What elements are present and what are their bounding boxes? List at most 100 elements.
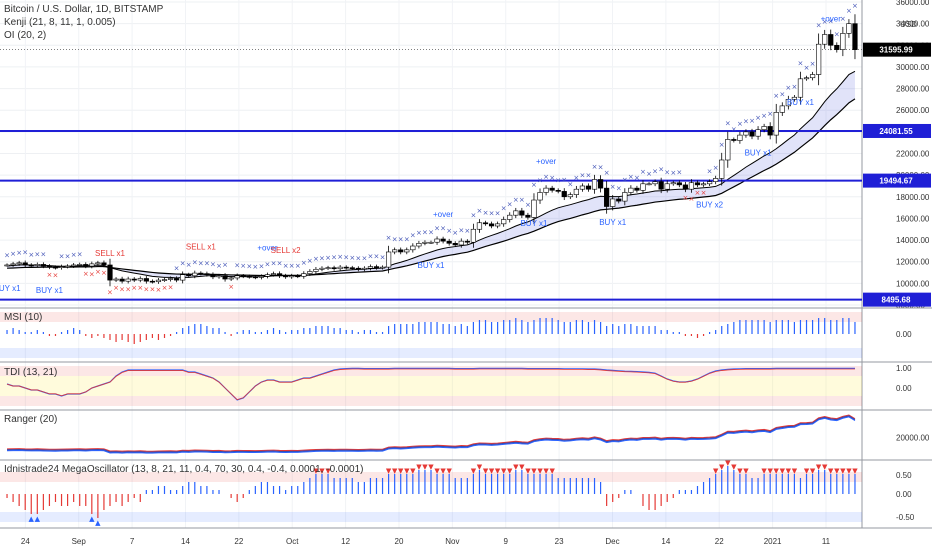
candle-body	[785, 99, 791, 107]
signal-cross-marker: ×	[374, 253, 380, 261]
pane-label-tdi: TDI (13, 21)	[4, 367, 58, 378]
candle-body	[10, 263, 16, 266]
x-tick-label: 2021	[764, 537, 782, 546]
ranger-upper-line	[7, 414, 856, 452]
signal-cross-marker: ×	[773, 92, 779, 100]
signal-cross-marker: ×	[367, 252, 373, 260]
legend-kenji: Kenji (21, 8, 11, 1, 0.005)	[4, 17, 116, 28]
signal-cross-marker: ×	[561, 176, 567, 184]
candle-body	[113, 278, 119, 281]
mega-sell-arrow: ▼	[816, 463, 822, 471]
mega-sell-arrow: ▼	[313, 467, 319, 475]
candle-body	[676, 182, 682, 186]
signal-cross-marker: ×	[77, 251, 83, 259]
candle-body	[283, 275, 289, 278]
candle-body	[476, 222, 483, 230]
signal-cross-marker: ×	[489, 210, 495, 218]
mega-sell-arrow: ▼	[434, 467, 440, 475]
signal-cross-marker: ×	[428, 229, 434, 237]
signal-label: BUY x1	[599, 218, 627, 227]
candle-body	[325, 267, 331, 269]
candle-body	[585, 185, 592, 190]
y-tick-label: 36000.00	[896, 0, 930, 7]
signal-cross-marker: ×	[119, 285, 125, 293]
signal-cross-marker: ×	[640, 168, 646, 176]
y-tick-label: 12000.00	[896, 258, 930, 267]
signal-cross-marker: ×	[610, 183, 616, 191]
candle-body	[422, 241, 428, 244]
signal-cross-marker: ×	[592, 163, 598, 171]
x-tick-label: 22	[234, 537, 243, 546]
signal-cross-marker: ×	[283, 262, 289, 270]
signal-cross-marker: ×	[483, 209, 489, 217]
price-tag-label: 8495.68	[882, 296, 911, 305]
candle-body	[591, 179, 598, 190]
x-tick-label: Sep	[72, 537, 87, 546]
signal-cross-marker: ×	[319, 254, 325, 262]
signal-cross-marker: ×	[277, 259, 283, 267]
candle-body	[410, 245, 416, 251]
candle-body	[137, 278, 143, 281]
signal-cross-marker: ×	[501, 205, 507, 213]
signal-cross-marker: ×	[616, 185, 622, 193]
signal-label: SELL x2	[271, 246, 301, 255]
candle-body	[174, 278, 180, 281]
mega-sell-arrow: ▼	[537, 467, 543, 475]
mega-sell-arrow: ▼	[792, 467, 798, 475]
signal-cross-marker: ×	[598, 163, 604, 171]
candle-body	[622, 192, 628, 202]
x-tick-label: 11	[822, 537, 831, 546]
candle-body	[46, 265, 53, 268]
mega-sell-arrow: ▼	[416, 463, 422, 471]
signal-label: +over	[257, 244, 278, 253]
candle-body	[379, 266, 386, 269]
mega-sell-arrow: ▼	[471, 467, 477, 475]
signal-cross-marker: ×	[59, 253, 65, 261]
signal-cross-marker: ×	[622, 176, 628, 184]
signal-cross-marker: ×	[392, 236, 398, 244]
signal-cross-marker: ×	[804, 64, 810, 72]
ranger-axis-label: 20000.00	[896, 433, 930, 442]
signal-cross-marker: ×	[543, 173, 549, 181]
candle-body	[331, 267, 337, 270]
mega-sell-arrow: ▼	[446, 467, 452, 475]
signal-cross-marker: ×	[125, 285, 131, 293]
signal-label: SELL x1	[95, 249, 125, 258]
ma-fast-line	[6, 70, 856, 279]
signal-cross-marker: ×	[131, 284, 137, 292]
ma-band	[7, 71, 855, 278]
candle-body	[797, 78, 804, 98]
signal-cross-marker: ×	[525, 201, 531, 209]
signal-cross-marker: ×	[652, 167, 658, 175]
signal-cross-marker: ×	[452, 229, 458, 237]
candle-body	[791, 96, 798, 100]
mega-sell-arrow: ▼	[513, 463, 519, 471]
mega-sell-arrow: ▼	[852, 467, 858, 475]
candle-body	[22, 262, 28, 266]
candle-body	[28, 264, 34, 267]
candle-body	[319, 267, 325, 270]
x-tick-label: 14	[661, 537, 670, 546]
signal-cross-marker: ×	[446, 227, 452, 235]
candle-body	[428, 241, 434, 244]
candle-body	[204, 273, 210, 276]
candle-body	[846, 23, 852, 34]
currency-label: USD	[900, 20, 917, 29]
signal-label: SELL x1	[186, 243, 216, 252]
signal-label: BUY x1	[36, 286, 64, 295]
signal-cross-marker: ×	[682, 194, 688, 202]
candle-body	[222, 275, 228, 280]
signal-cross-marker: ×	[549, 174, 555, 182]
x-tick-label: 22	[715, 537, 724, 546]
candle-body	[634, 187, 640, 191]
candle-body	[628, 187, 634, 193]
candle-body	[507, 214, 513, 220]
mega-axis-label: 0.00	[896, 490, 912, 499]
signal-cross-marker: ×	[416, 229, 422, 237]
mega-sell-arrow: ▼	[543, 467, 549, 475]
mega-sell-arrow: ▼	[531, 467, 537, 475]
candle-body	[270, 273, 277, 276]
signal-cross-marker: ×	[162, 284, 168, 292]
candle-body	[398, 249, 404, 253]
signal-cross-marker: ×	[34, 250, 40, 258]
